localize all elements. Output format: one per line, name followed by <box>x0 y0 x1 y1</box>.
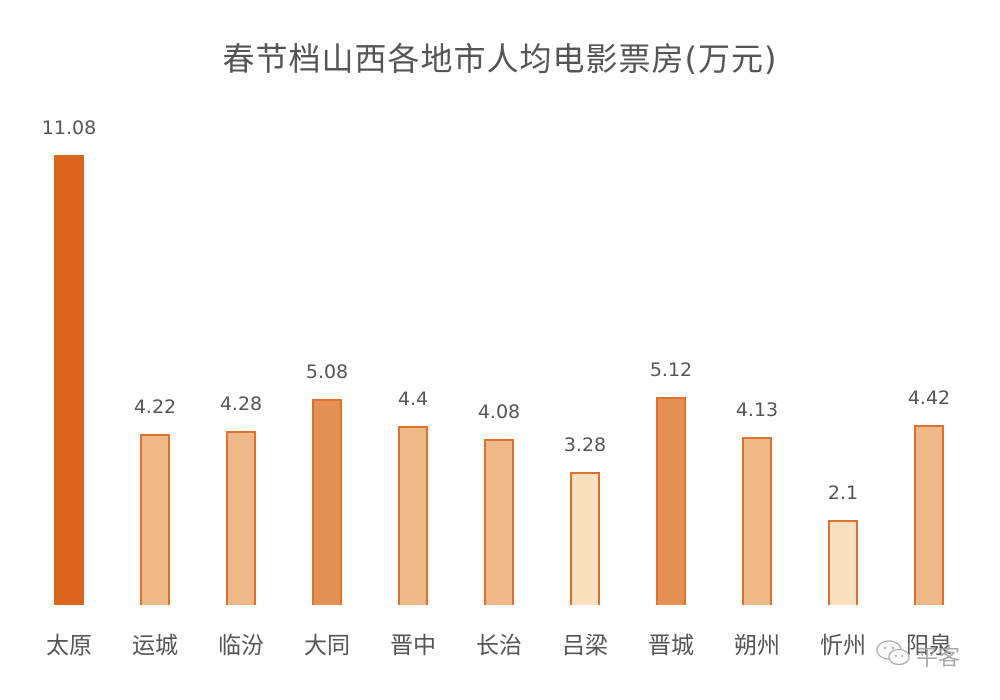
bar-group: 3.28 吕梁 <box>546 0 632 700</box>
bar-group: 4.42 阳泉 <box>890 0 976 700</box>
category-label: 晋中 <box>390 633 436 659</box>
bar-group: 4.13 朔州 <box>718 0 804 700</box>
bar <box>914 425 944 605</box>
category-label: 阳泉 <box>906 633 952 659</box>
bar <box>656 397 686 605</box>
value-label: 4.22 <box>133 395 177 418</box>
wechat-icon <box>876 640 910 666</box>
value-label: 5.08 <box>305 360 349 383</box>
bar-group: 4.22 运城 <box>116 0 202 700</box>
bar <box>54 155 84 605</box>
bar <box>226 431 256 605</box>
bar-group: 4.08 长治 <box>460 0 546 700</box>
bar <box>140 433 170 605</box>
watermark-text: 平客 <box>916 646 961 671</box>
category-label: 朔州 <box>734 633 780 659</box>
bar <box>398 426 428 605</box>
bar-group: 11.08 太原 <box>30 0 116 700</box>
bar-group: 2.1 忻州 <box>804 0 890 700</box>
bar <box>828 519 858 605</box>
bar <box>312 398 342 605</box>
value-label: 4.13 <box>735 399 779 422</box>
category-label: 吕梁 <box>562 633 608 659</box>
category-label: 临汾 <box>218 633 264 659</box>
bar-group: 5.08 大同 <box>288 0 374 700</box>
bar-group: 4.28 临汾 <box>202 0 288 700</box>
category-label: 运城 <box>132 633 178 659</box>
value-label: 3.28 <box>563 433 607 456</box>
chart-title: 春节档山西各地市人均电影票房(万元) <box>222 40 778 78</box>
value-label: 11.08 <box>41 117 97 139</box>
category-label: 长治 <box>476 633 522 659</box>
category-label: 太原 <box>46 633 92 659</box>
bar-group: 4.4 晋中 <box>374 0 460 700</box>
category-label: 晋城 <box>648 633 694 659</box>
value-label: 4.42 <box>907 387 951 410</box>
value-label: 4.4 <box>397 388 429 411</box>
value-label: 4.28 <box>219 393 263 416</box>
bar <box>742 437 772 605</box>
value-label: 4.08 <box>477 401 521 424</box>
bar <box>570 471 600 605</box>
category-label: 大同 <box>304 633 350 659</box>
bar <box>484 439 514 605</box>
value-label: 5.12 <box>649 359 693 382</box>
category-label: 忻州 <box>820 633 866 659</box>
value-label: 2.1 <box>827 481 859 504</box>
bar-group: 5.12 晋城 <box>632 0 718 700</box>
